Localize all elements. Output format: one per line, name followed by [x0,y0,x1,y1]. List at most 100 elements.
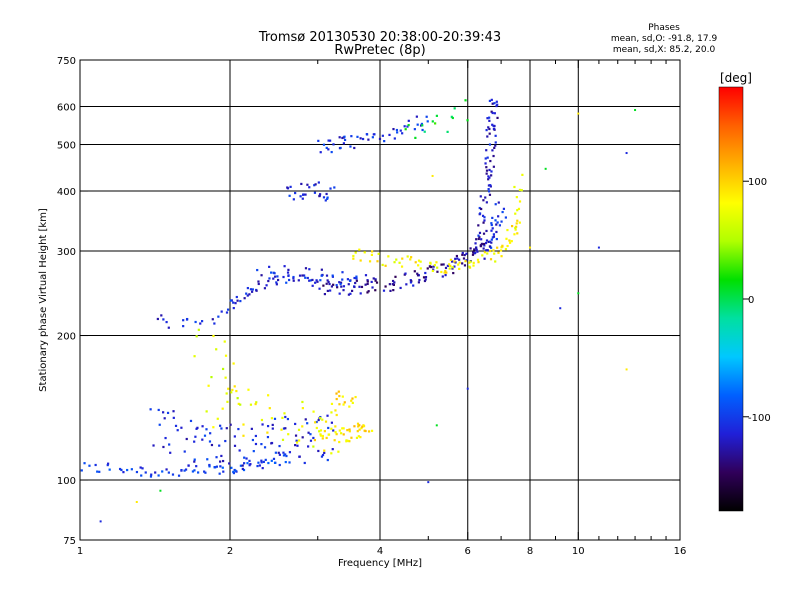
data-point [270,417,274,420]
data-point [494,134,497,137]
data-point [559,307,562,310]
data-point [358,428,361,431]
data-point [331,274,334,277]
data-point [399,129,402,132]
data-point [529,246,531,249]
data-point [356,135,359,138]
data-point [393,281,396,284]
data-point [483,251,486,254]
data-point [465,252,468,255]
data-point [487,188,490,191]
data-point [318,287,321,290]
data-point [140,474,143,477]
data-point [335,413,338,417]
data-point [350,399,353,402]
data-point [286,186,289,189]
data-point [308,268,311,271]
data-point [477,234,480,237]
data-point [323,449,326,452]
data-point [183,450,186,453]
data-point [487,178,490,181]
data-point [317,418,320,422]
data-point [345,440,348,443]
data-point [414,261,417,264]
data-point [278,463,281,467]
data-point [223,340,226,343]
data-point [485,172,488,175]
data-point [395,128,399,132]
data-point [497,251,500,254]
data-point [335,392,338,395]
data-point [452,271,455,275]
data-point [496,221,499,224]
data-point [429,261,432,264]
data-point [492,235,496,238]
data-point [229,423,232,426]
data-point [496,246,499,249]
data-point [354,251,357,254]
data-point [625,152,628,155]
data-point [245,292,248,295]
data-point [242,434,245,437]
data-point [276,278,280,282]
data-point [486,117,489,120]
data-point [367,290,370,293]
data-point [158,423,161,426]
data-point [468,261,471,264]
data-point [298,455,301,458]
data-point [302,193,305,196]
data-point [303,461,306,465]
data-point [341,136,344,140]
data-point [282,451,285,454]
data-point [577,112,580,115]
data-point [446,130,449,133]
data-point [451,116,454,120]
data-point [266,424,270,428]
data-point [319,279,322,282]
data-point [403,125,406,128]
data-point [495,230,498,234]
data-point [226,308,230,311]
info-line-x: mean, sd,X: 85.2, 20.0 [613,45,716,55]
data-point [506,228,509,232]
data-point [358,248,361,251]
data-point [167,326,170,329]
data-point [495,100,498,103]
data-point [172,416,175,419]
data-point [224,376,227,379]
data-point [424,278,427,281]
data-point [486,249,489,252]
data-point [485,149,488,152]
data-point [292,279,295,282]
data-point [303,274,306,277]
data-point [492,249,495,252]
data-point [425,115,428,118]
data-point [431,120,434,123]
data-point [306,183,309,186]
data-point [106,462,110,465]
data-point [260,461,263,464]
data-point [301,436,304,439]
data-point [424,271,427,275]
y-tick-label: 400 [57,187,76,198]
data-point [420,122,424,126]
data-point [311,278,314,282]
data-point [319,416,322,420]
data-point [440,270,443,274]
data-point [330,411,333,414]
data-point [496,103,499,106]
data-point [219,424,222,427]
data-point [490,222,493,225]
data-point [315,279,318,282]
data-point [306,276,309,280]
data-point [487,184,491,187]
data-point [313,184,316,187]
data-point [341,427,344,430]
data-point [330,285,334,288]
data-point [161,470,164,473]
y-axis-ticks: 75 100 200 300 400 500 600 750 [57,56,680,547]
data-point [218,444,221,447]
data-point [162,318,165,321]
data-point [159,489,162,492]
